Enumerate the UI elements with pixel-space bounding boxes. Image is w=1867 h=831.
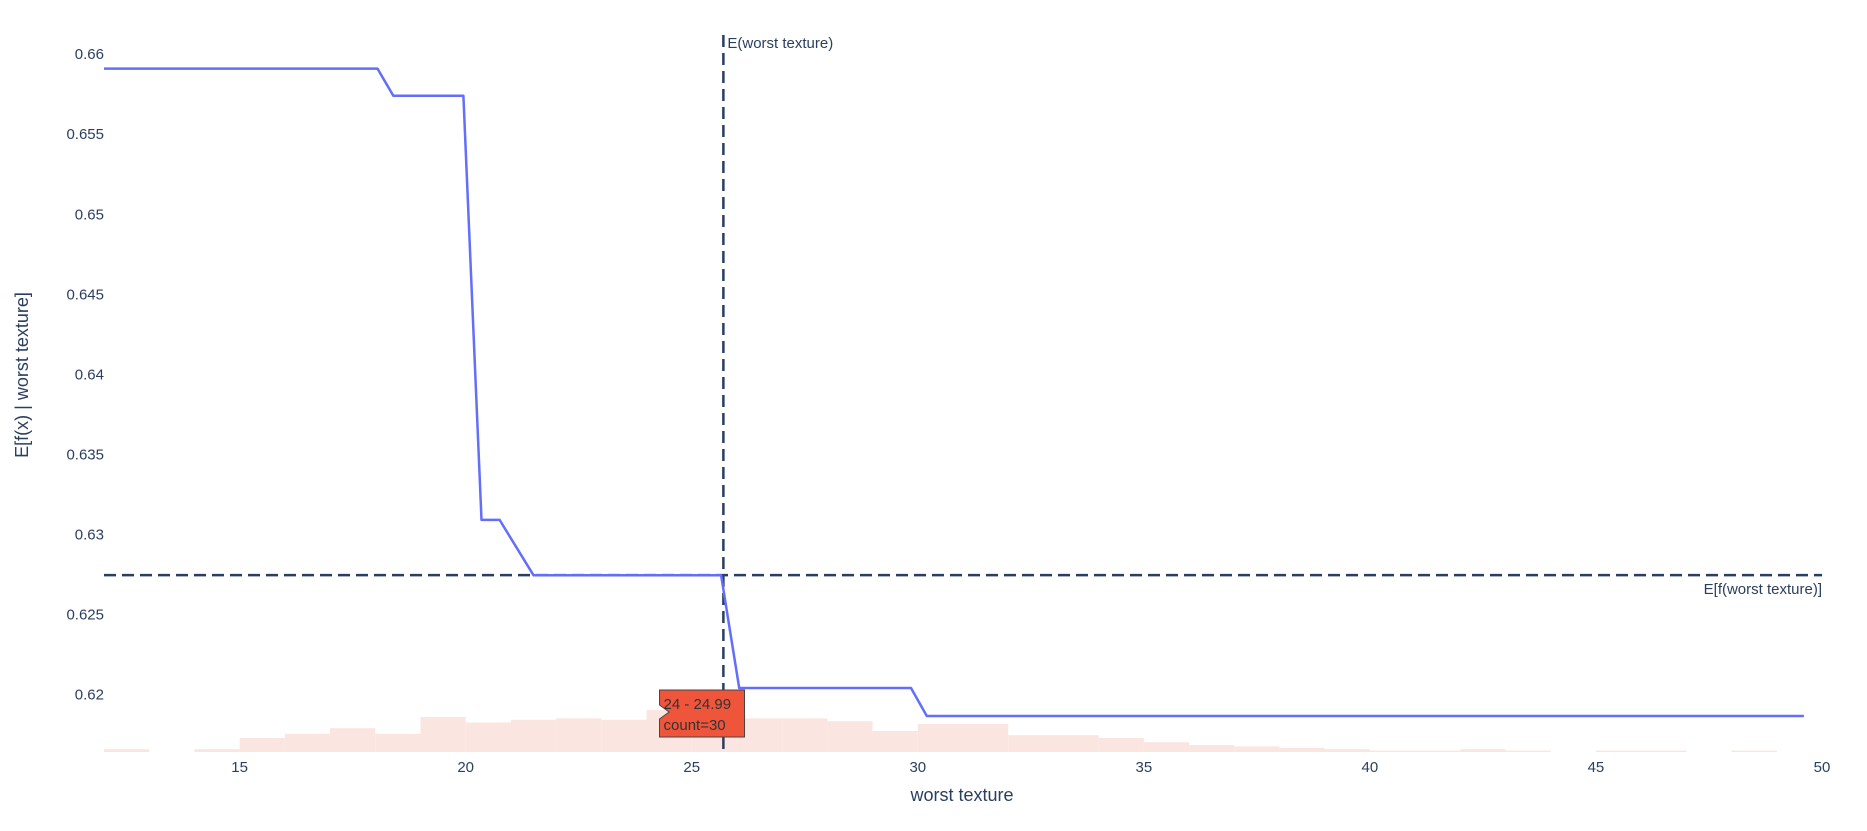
y-tick-label: 0.655: [66, 126, 104, 143]
histogram-bar[interactable]: [556, 718, 602, 752]
x-tick-label: 15: [231, 759, 248, 776]
x-axis-ticks: 15 20 25 30 35 40 45 50: [231, 759, 1830, 776]
histogram-bar[interactable]: [1324, 749, 1370, 752]
histogram-bar[interactable]: [872, 731, 918, 752]
y-tick-label: 0.645: [66, 286, 104, 303]
histogram-bar[interactable]: [330, 728, 376, 752]
tooltip-count: count=30: [664, 717, 726, 734]
histogram-bar[interactable]: [510, 719, 557, 752]
histogram-bar[interactable]: [1189, 745, 1235, 752]
x-tick-label: 45: [1588, 759, 1605, 776]
histogram-bar[interactable]: [1369, 750, 1416, 752]
histogram-bar[interactable]: [963, 724, 1009, 752]
series-line-group: [104, 67, 1804, 718]
histogram-bar[interactable]: [239, 738, 285, 752]
x-tick-label: 40: [1362, 759, 1379, 776]
y-tick-label: 0.65: [75, 206, 104, 223]
x-tick-label: 50: [1814, 759, 1831, 776]
y-tick-label: 0.635: [66, 446, 104, 463]
histogram-bar[interactable]: [1460, 749, 1506, 752]
y-axis-title: E[f(x) | worst texture]: [12, 292, 32, 458]
y-tick-label: 0.625: [66, 606, 104, 623]
horizontal-reference-label: E[f(worst texture)]: [1704, 581, 1822, 598]
series-line[interactable]: [104, 67, 1804, 718]
y-tick-label: 0.64: [75, 366, 104, 383]
histogram-bar[interactable]: [1279, 747, 1325, 752]
histogram-bar[interactable]: [1008, 735, 1054, 752]
histogram-bar[interactable]: [1234, 746, 1280, 752]
x-tick-label: 30: [909, 759, 926, 776]
histogram-bar[interactable]: [1415, 750, 1461, 752]
hover-tooltip: 24 - 24.99 count=30: [659, 689, 746, 738]
y-tick-label: 0.66: [75, 46, 104, 63]
histogram-bar[interactable]: [1731, 750, 1777, 752]
x-tick-label: 35: [1135, 759, 1152, 776]
histogram-bar[interactable]: [1641, 750, 1687, 752]
histogram-bar[interactable]: [782, 718, 828, 752]
y-tick-label: 0.62: [75, 686, 104, 703]
histogram-bar[interactable]: [1098, 738, 1144, 752]
x-axis-title: worst texture: [909, 785, 1013, 805]
histogram-bar[interactable]: [827, 721, 873, 752]
y-tick-label: 0.63: [75, 526, 104, 543]
histogram-bar[interactable]: [465, 722, 511, 752]
tooltip-box: [659, 689, 746, 738]
x-tick-label: 25: [683, 759, 700, 776]
histogram-bar[interactable]: [1053, 735, 1099, 752]
y-axis-ticks: 0.62 0.625 0.63 0.635 0.64 0.645 0.65 0.655 0.66: [66, 46, 104, 703]
reference-lines: E(worst texture) E[f(worst texture)]: [104, 35, 1822, 752]
x-tick-label: 20: [457, 759, 474, 776]
histogram-bar[interactable]: [104, 749, 150, 752]
vertical-reference-label: E(worst texture): [727, 35, 833, 52]
histogram-bar[interactable]: [601, 719, 647, 752]
histogram-bar[interactable]: [1505, 750, 1551, 752]
histogram-bar[interactable]: [375, 733, 421, 752]
histogram-bar[interactable]: [420, 717, 466, 752]
histogram-bar[interactable]: [194, 749, 240, 752]
tooltip-range: 24 - 24.99: [664, 696, 732, 713]
histogram-bar[interactable]: [1143, 742, 1190, 752]
histogram-bar[interactable]: [284, 733, 331, 752]
histogram-bar[interactable]: [917, 724, 963, 752]
histogram-bar[interactable]: [1595, 750, 1642, 752]
